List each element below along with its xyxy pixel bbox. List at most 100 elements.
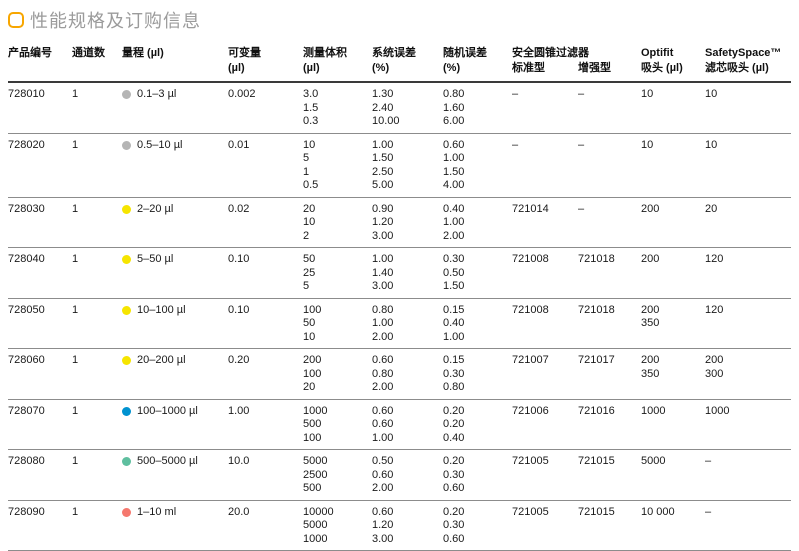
value-line: 6.00 xyxy=(443,115,508,129)
range-cell: 2–20 µl xyxy=(122,203,228,217)
channels-cell: 1 xyxy=(72,203,122,244)
col-header-label: SafetySpace™ xyxy=(705,46,787,61)
value-line: 2.00 xyxy=(372,381,439,395)
value-line: 1000 xyxy=(641,405,701,419)
range-label: 500–5000 µl xyxy=(137,455,198,469)
range-label: 0.5–10 µl xyxy=(137,139,182,153)
value-line: 0.60 xyxy=(372,354,439,368)
value-line: 1.40 xyxy=(372,267,439,281)
col-header-optifit-tips: Optifit 吸头 (µl) xyxy=(641,46,705,76)
product-number-cell: 728020 xyxy=(8,139,72,193)
col-header-label: 产品编号 xyxy=(8,46,68,61)
value-line: 3.00 xyxy=(372,230,439,244)
value-line: 200 xyxy=(303,354,368,368)
value-line: 0.60 xyxy=(443,482,508,496)
value-line: 0.60 xyxy=(443,139,508,153)
value-line: 0.60 xyxy=(372,418,439,432)
value-line: 1.50 xyxy=(372,152,439,166)
filter-plus-cell: 721016 xyxy=(578,405,641,446)
col-header-label: 系统误差 xyxy=(372,46,439,61)
value-line: 10 000 xyxy=(641,506,701,520)
value-line: 1000 xyxy=(705,405,787,419)
value-line: 3.00 xyxy=(372,533,439,547)
color-dot-icon xyxy=(122,457,131,466)
value-line: 20 xyxy=(303,203,368,217)
color-dot-icon xyxy=(122,90,131,99)
range-label: 0.1–3 µl xyxy=(137,88,176,102)
optifit-tips-cell: 200 xyxy=(641,203,705,244)
value-line: 1.20 xyxy=(372,519,439,533)
safetyspace-tips-cell: 1000 xyxy=(705,405,791,446)
filter-standard-cell: 721014 xyxy=(512,203,578,244)
value-line: 0.30 xyxy=(443,519,508,533)
value-line: 0.15 xyxy=(443,304,508,318)
optifit-tips-cell: 5000 xyxy=(641,455,705,496)
filter-plus-cell: 721017 xyxy=(578,354,641,395)
value-line: 1000 xyxy=(303,533,368,547)
col-header-safetyspace-tips: SafetySpace™ 滤芯吸头 (µl) xyxy=(705,46,791,76)
increment-cell: 0.01 xyxy=(228,139,303,193)
value-line: 0.50 xyxy=(372,455,439,469)
color-dot-icon xyxy=(122,508,131,517)
optifit-tips-cell: 200 xyxy=(641,253,705,294)
filter-standard-cell: – xyxy=(512,139,578,193)
filter-plus-cell: 721015 xyxy=(578,506,641,547)
value-line: 0.5 xyxy=(303,179,368,193)
value-line: 1.50 xyxy=(443,166,508,180)
color-dot-icon xyxy=(122,255,131,264)
value-line: 0.60 xyxy=(372,506,439,520)
col-header-unit: (%) xyxy=(372,61,439,76)
filter-standard-cell: 721005 xyxy=(512,455,578,496)
col-header-label: 测量体积 xyxy=(303,46,368,61)
product-number-cell: 728040 xyxy=(8,253,72,294)
increment-cell: 0.02 xyxy=(228,203,303,244)
value-line: 5000 xyxy=(303,519,368,533)
value-line: 5 xyxy=(303,152,368,166)
col-header-unit: 吸头 (µl) xyxy=(641,61,701,76)
value-line: 0.30 xyxy=(443,469,508,483)
value-line: 200 xyxy=(641,304,701,318)
col-header-label: 随机误差 xyxy=(443,46,508,61)
value-line: 3.0 xyxy=(303,88,368,102)
range-label: 10–100 µl xyxy=(137,304,186,318)
channels-cell: 1 xyxy=(72,354,122,395)
value-line: 0.80 xyxy=(372,368,439,382)
value-line: 1.60 xyxy=(443,102,508,116)
value-line: 2.00 xyxy=(372,331,439,345)
safetyspace-tips-cell: – xyxy=(705,506,791,547)
channels-cell: 1 xyxy=(72,506,122,547)
value-line: 1.00 xyxy=(443,331,508,345)
range-label: 2–20 µl xyxy=(137,203,173,217)
product-number-cell: 728080 xyxy=(8,455,72,496)
value-line: 20 xyxy=(705,203,787,217)
channels-cell: 1 xyxy=(72,139,122,193)
col-header-label: 可变量 xyxy=(228,46,299,61)
channels-cell: 1 xyxy=(72,405,122,446)
page-title: 性能规格及订购信息 xyxy=(30,7,201,33)
safetyspace-tips-cell: 120 xyxy=(705,253,791,294)
value-line: 0.15 xyxy=(443,354,508,368)
filter-standard-cell: 721008 xyxy=(512,253,578,294)
product-number-cell: 728050 xyxy=(8,304,72,345)
value-line: 5.00 xyxy=(372,179,439,193)
product-number-cell: 728010 xyxy=(8,88,72,129)
value-line: 1.5 xyxy=(303,102,368,116)
value-line: 2.50 xyxy=(372,166,439,180)
value-line: 2500 xyxy=(303,469,368,483)
value-line: 10 xyxy=(705,88,787,102)
